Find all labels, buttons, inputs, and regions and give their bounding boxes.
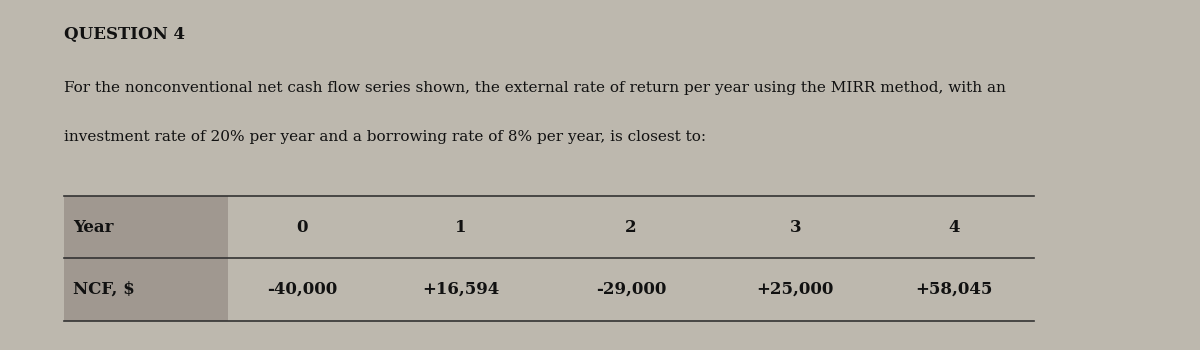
FancyBboxPatch shape xyxy=(64,258,228,321)
Text: -40,000: -40,000 xyxy=(266,281,337,298)
Text: For the nonconventional net cash flow series shown, the external rate of return : For the nonconventional net cash flow se… xyxy=(64,81,1006,95)
Text: -29,000: -29,000 xyxy=(595,281,666,298)
Text: 2: 2 xyxy=(625,219,637,236)
Text: 3: 3 xyxy=(790,219,802,236)
Text: 4: 4 xyxy=(948,219,960,236)
Text: 0: 0 xyxy=(296,219,307,236)
Text: QUESTION 4: QUESTION 4 xyxy=(64,26,185,43)
Text: investment rate of 20% per year and a borrowing rate of 8% per year, is closest : investment rate of 20% per year and a bo… xyxy=(64,130,706,144)
Text: 1: 1 xyxy=(455,219,467,236)
Text: Year: Year xyxy=(73,219,113,236)
Text: +58,045: +58,045 xyxy=(916,281,992,298)
Text: +25,000: +25,000 xyxy=(757,281,834,298)
FancyBboxPatch shape xyxy=(64,196,228,258)
Text: NCF, $: NCF, $ xyxy=(73,281,134,298)
Text: +16,594: +16,594 xyxy=(422,281,499,298)
